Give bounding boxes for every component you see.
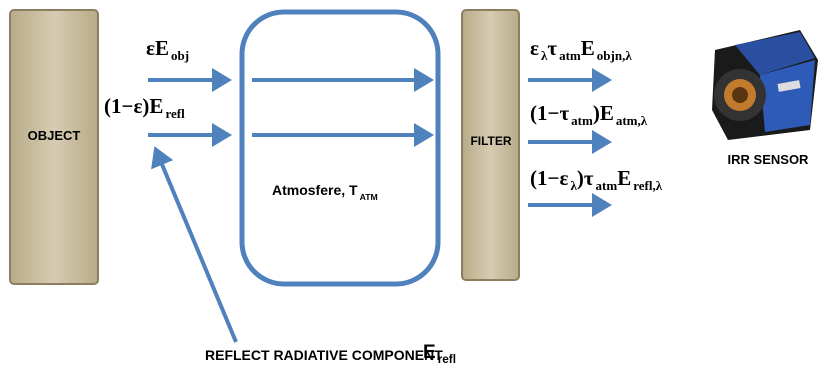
- label-subscript: refl,λ: [633, 178, 663, 193]
- label-text: (1−ε: [530, 166, 568, 190]
- label-text: )E: [593, 101, 614, 125]
- reflect-arrow: [156, 150, 236, 342]
- object-box: [10, 10, 98, 284]
- reflect-text: REFLECT RADIATIVE COMPONENT: [205, 347, 443, 363]
- label-subscript: refl: [165, 106, 185, 121]
- label-subscript: atm: [571, 113, 593, 128]
- label-text: )τ: [577, 166, 594, 190]
- label-subscript: ATM: [360, 192, 378, 202]
- label-text: Atmosfere, T: [272, 182, 358, 198]
- label-text: ε: [530, 36, 539, 60]
- label-text: E: [617, 166, 631, 190]
- object-label: OBJECT: [28, 128, 81, 143]
- atmosphere-box: [242, 12, 438, 284]
- label-subscript: atm: [559, 48, 581, 63]
- label-text: εE: [146, 36, 169, 60]
- label-text: τ: [547, 36, 557, 60]
- label-text: E: [423, 342, 436, 363]
- filter-label: FILTER: [470, 134, 511, 148]
- label-subscript: refl: [438, 353, 456, 366]
- label-subscript: atm: [596, 178, 618, 193]
- label-subscript: objn,λ: [597, 48, 633, 63]
- reflect-label: REFLECT RADIATIVE COMPONENT: [205, 347, 443, 363]
- sensor-label: IRR SENSOR: [728, 152, 810, 167]
- label-text: (1−τ: [530, 101, 569, 125]
- sensor-icon: [712, 30, 818, 140]
- label-subscript: atm,λ: [616, 113, 648, 128]
- label-text: E: [581, 36, 595, 60]
- diagram: OBJECT FILTER IRR SENSOR Atmosfere, TATM…: [0, 0, 823, 371]
- label-subscript: obj: [171, 48, 189, 63]
- label-text: (1−ε)E: [104, 94, 163, 118]
